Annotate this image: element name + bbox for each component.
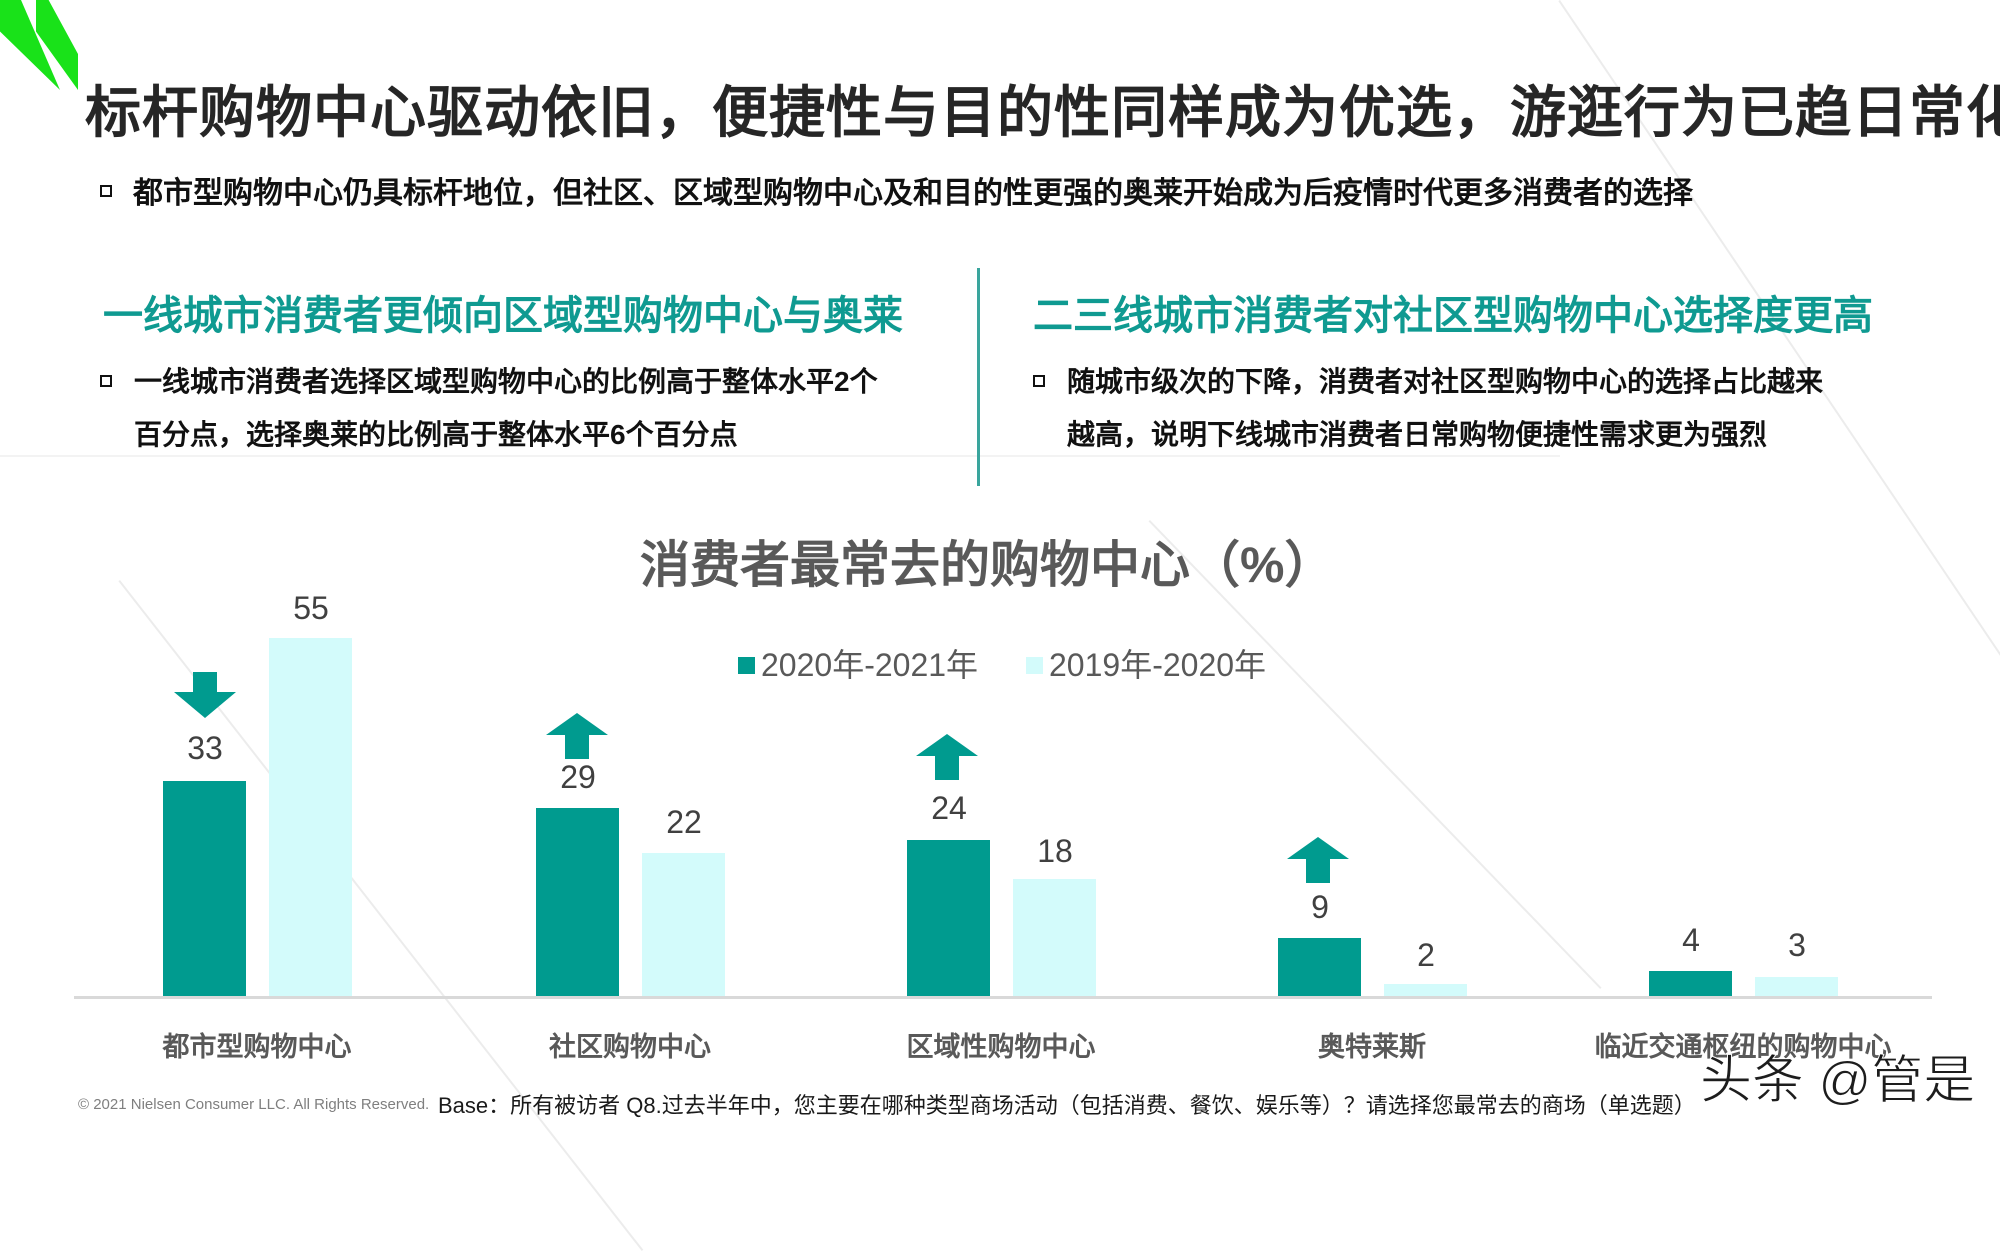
- right-panel-line-1: 随城市级次的下降，消费者对社区型购物中心的选择占比越来: [1067, 366, 1824, 397]
- value-label: 22: [666, 804, 702, 840]
- bar-2021-transit-hub: [1649, 971, 1732, 997]
- value-label: 55: [293, 590, 329, 626]
- page-title: 标杆购物中心驱动依旧，便捷性与目的性同样成为优选，游逛行为已趋日常化: [85, 81, 2000, 144]
- bullet-square-icon: [1033, 375, 1045, 387]
- arrow-up-icon: [916, 734, 978, 780]
- legend-label: 2020年-2021年: [761, 647, 979, 683]
- bar-2021-community: [536, 808, 619, 997]
- base-note: Base：所有被访者 Q8.过去半年中，您主要在哪种类型商场活动（包括消费、餐饮…: [438, 1093, 1696, 1118]
- value-label: 24: [931, 790, 967, 826]
- value-label: 33: [187, 730, 223, 766]
- legend-item-2020-2021: 2020年-2021年: [738, 640, 978, 686]
- value-label: 4: [1682, 922, 1700, 958]
- page-subtitle: 都市型购物中心仍具标杆地位，但社区、区域型购物中心及和目的性更强的奥莱开始成为后…: [100, 168, 1693, 212]
- x-axis-line: [74, 996, 1932, 999]
- category-label: 社区购物中心: [549, 1032, 711, 1062]
- value-label: 2: [1417, 937, 1435, 973]
- value-label: 3: [1788, 927, 1806, 963]
- bar-2020-community: [642, 853, 725, 997]
- category-label: 临近交通枢纽的购物中心: [1594, 1032, 1892, 1062]
- subtitle-text: 都市型购物中心仍具标杆地位，但社区、区域型购物中心及和目的性更强的奥莱开始成为后…: [133, 177, 1693, 210]
- right-panel-paragraph: 随城市级次的下降，消费者对社区型购物中心的选择占比越来 越高，说明下线城市消费者…: [1033, 355, 1933, 461]
- background-diagonal-line: [0, 455, 1560, 457]
- chart-title: 消费者最常去的购物中心（%）: [640, 537, 1335, 593]
- copyright-notice: © 2021 Nielsen Consumer LLC. All Rights …: [78, 1096, 430, 1113]
- arrow-up-icon: [546, 713, 608, 759]
- value-label: 9: [1311, 889, 1329, 925]
- legend-item-2019-2020: 2019年-2020年: [1026, 640, 1266, 686]
- left-panel-paragraph: 一线城市消费者选择区域型购物中心的比例高于整体水平2个 百分点，选择奥莱的比例高…: [100, 355, 950, 461]
- left-panel-line-1: 一线城市消费者选择区域型购物中心的比例高于整体水平2个: [134, 366, 878, 397]
- value-label: 29: [560, 759, 596, 795]
- right-panel-heading: 二三线城市消费者对社区型购物中心选择度更高: [1033, 294, 1873, 338]
- legend-swatch-teal: [738, 657, 755, 674]
- watermark: 头条 @管是: [1699, 1052, 1976, 1111]
- bar-2020-outlets: [1384, 984, 1467, 997]
- category-label: 奥特莱斯: [1318, 1032, 1426, 1062]
- arrow-down-icon: [174, 672, 236, 718]
- left-panel-line-2: 百分点，选择奥莱的比例高于整体水平6个百分点: [134, 419, 738, 450]
- category-label: 区域性购物中心: [906, 1032, 1096, 1062]
- panel-divider: [977, 268, 980, 486]
- value-label: 18: [1037, 833, 1073, 869]
- arrow-up-icon: [1287, 837, 1349, 883]
- brand-logo-right-stripe: [36, 0, 78, 90]
- category-label: 都市型购物中心: [162, 1032, 352, 1062]
- bullet-square-icon: [100, 375, 112, 387]
- left-panel-heading: 一线城市消费者更倾向区域型购物中心与奥莱: [103, 294, 903, 338]
- legend-label: 2019年-2020年: [1049, 647, 1267, 683]
- bar-2021-urban: [163, 781, 246, 997]
- legend-swatch-light: [1026, 657, 1043, 674]
- bar-2020-regional: [1013, 879, 1096, 997]
- bar-2020-urban: [269, 638, 352, 997]
- bar-2021-outlets: [1278, 938, 1361, 997]
- bar-2020-transit-hub: [1755, 977, 1838, 997]
- bullet-square-icon: [100, 185, 112, 197]
- bar-2021-regional: [907, 840, 990, 997]
- right-panel-line-2: 越高，说明下线城市消费者日常购物便捷性需求更为强烈: [1067, 419, 1768, 450]
